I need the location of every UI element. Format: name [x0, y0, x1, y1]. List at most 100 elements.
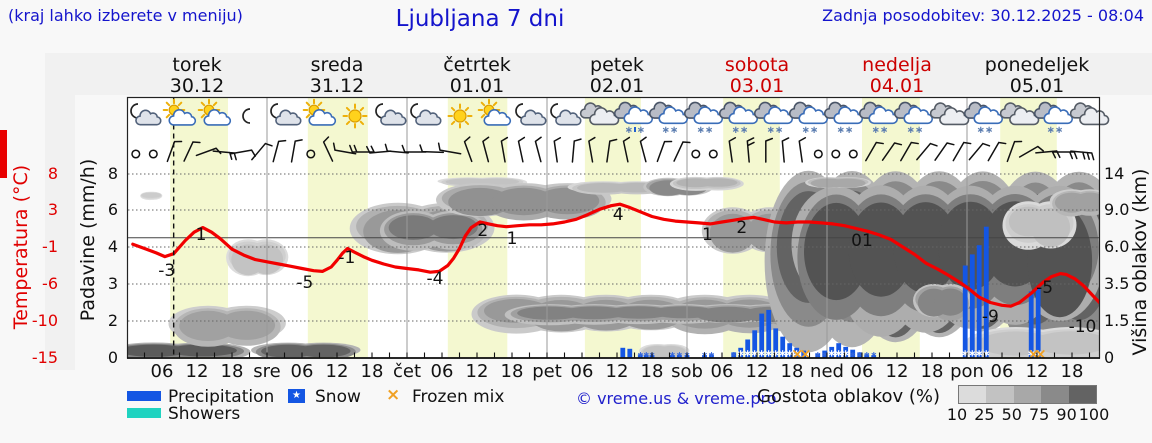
- temp-value-label: -5: [296, 273, 313, 293]
- x-axis-label: 18: [1060, 361, 1084, 382]
- temp-value-label: -5: [1036, 278, 1053, 298]
- precip-bar: [829, 346, 835, 358]
- density-segment: [1041, 386, 1069, 403]
- cloud-blob: [217, 310, 276, 340]
- wind-barb-icon: [322, 136, 334, 162]
- snow-marker: ∗: [1027, 349, 1035, 360]
- x-axis-label: 12: [745, 361, 769, 382]
- x-axis-label: 06: [990, 361, 1014, 382]
- snow-marker: ∗: [870, 350, 877, 359]
- density-tick-label: 90: [1056, 405, 1077, 424]
- snow-marker: ∗: [751, 349, 759, 360]
- wind-calm-icon: [848, 149, 858, 159]
- day-date: 31.12: [309, 75, 365, 97]
- snow-marker: ∗: [730, 350, 737, 359]
- weather-icon-moon-cloud: [270, 103, 302, 126]
- day-name: torek: [172, 54, 222, 76]
- wind-barb-icon: [230, 149, 256, 157]
- temp-value-label: 2: [736, 218, 747, 238]
- day-name: sobota: [724, 54, 790, 76]
- snow-marker: ∗: [708, 350, 715, 359]
- day-date: 01.01: [449, 75, 505, 97]
- x-axis-label: ned: [810, 361, 844, 382]
- temp-value-label: 01: [851, 231, 873, 251]
- cloud-density-title: Gostota oblakov (%): [757, 386, 941, 407]
- precip-bar: [637, 354, 643, 358]
- cloud-tick-label: 9.0: [1104, 200, 1130, 219]
- cloud-blob: [535, 187, 600, 215]
- precip-tick-label: 4: [107, 237, 118, 256]
- precip-bar: [857, 352, 863, 358]
- wind-barb-icon: [212, 150, 237, 161]
- wind-barb-icon: [606, 138, 618, 163]
- day-header-band: [45, 53, 1152, 95]
- wind-barb-icon: [765, 137, 774, 163]
- snow-marker: ∗: [961, 349, 969, 360]
- weather-icon-sun-cloud: [302, 98, 337, 126]
- wind-barb-icon: [865, 141, 884, 162]
- snow-marker: ∗: [968, 349, 976, 360]
- precip-bar: [815, 353, 821, 358]
- day-name: nedelja: [862, 54, 932, 76]
- cloud-tick-label: 0: [1104, 348, 1115, 367]
- precip-bar: [780, 336, 786, 358]
- wind-barb-icon: [534, 136, 542, 163]
- precip-bar: [843, 346, 849, 358]
- left-gutter-band: [45, 53, 75, 370]
- wind-calm-icon: [813, 149, 823, 159]
- x-axis-label: 06: [290, 361, 314, 382]
- precip-bar: [752, 330, 758, 359]
- wind-barb-icon: [1052, 151, 1078, 160]
- density-segment: [1068, 386, 1097, 403]
- wind-barb-icon: [588, 136, 596, 163]
- weather-icon-sun-cloud: [197, 98, 232, 126]
- snow-marker: ∗: [863, 350, 870, 359]
- cloud-blob: [698, 178, 738, 187]
- precip-bar: [969, 254, 975, 358]
- precip-bar: [822, 350, 828, 358]
- cloud-blob: [830, 178, 866, 188]
- x-axis-label: 18: [500, 361, 524, 382]
- wind-barb-icon: [571, 138, 582, 163]
- svg-text:∗∗: ∗∗: [977, 125, 994, 136]
- wind-barb-icon: [781, 137, 790, 163]
- density-tick-label: 25: [974, 405, 995, 424]
- weather-icon-snow-cloud: ∗∗: [683, 101, 723, 136]
- snow-marker: ∗: [669, 350, 676, 359]
- density-segment: [1013, 386, 1042, 403]
- precip-bar: [864, 354, 870, 358]
- snow-marker: ∗: [842, 349, 850, 360]
- svg-text:∗∗: ∗∗: [767, 125, 784, 136]
- day-header-nedelja: nedelja 04.01: [827, 55, 967, 97]
- snow-marker: ∗: [676, 350, 683, 359]
- x-axis-label: 18: [640, 361, 664, 382]
- legend-precipitation-label: Precipitation: [168, 387, 275, 407]
- weather-icon-snow-cloud: ∗∗: [893, 101, 933, 136]
- precip-bar: [962, 265, 968, 358]
- wind-barb-icon: [987, 141, 1007, 162]
- x-axis-label: 06: [710, 361, 734, 382]
- cloud-blob: [848, 202, 914, 297]
- weather-icon-sun-cloud: [477, 98, 512, 126]
- snow-marker: ∗: [737, 349, 745, 360]
- temp-tick-label: 3: [47, 200, 58, 219]
- weather-icon-moon-cloud: [375, 103, 407, 126]
- day-date: 05.01: [1009, 75, 1065, 97]
- svg-text:∗∗: ∗∗: [1047, 125, 1064, 136]
- temp-tick-label: -15: [31, 348, 58, 367]
- credit-link[interactable]: © vreme.us & vreme.pro: [576, 389, 777, 408]
- temp-tick-label: -1: [42, 237, 58, 256]
- snow-marker: ∗: [835, 349, 843, 360]
- precip-bar: [976, 245, 982, 358]
- snow-marker: ∗: [786, 349, 794, 360]
- wind-barb-icon: [482, 136, 490, 163]
- x-axis-label: 06: [570, 361, 594, 382]
- day-date: 30.12: [169, 75, 225, 97]
- showers-swatch: [127, 408, 161, 418]
- x-axis-label: pon: [950, 361, 984, 382]
- temp-value-label: -10: [1069, 317, 1097, 337]
- temp-value-label: 2: [477, 221, 488, 241]
- x-axis-label: 12: [185, 361, 209, 382]
- temp-value-label: 1: [702, 225, 713, 245]
- day-date: 04.01: [869, 75, 925, 97]
